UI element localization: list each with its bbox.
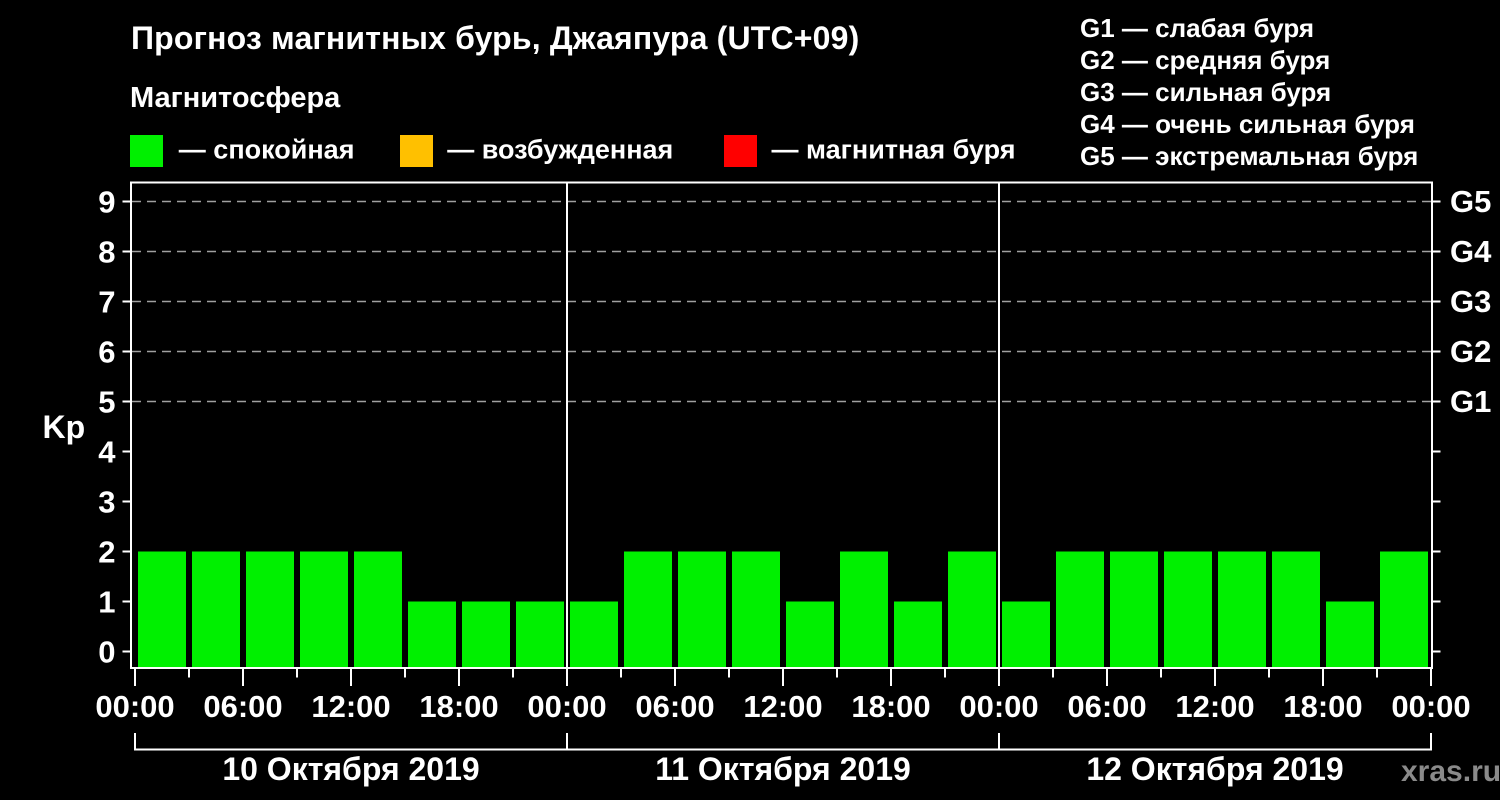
svg-text:8: 8: [98, 235, 115, 270]
svg-text:xras.ru: xras.ru: [1401, 755, 1500, 788]
svg-text:00:00: 00:00: [95, 689, 174, 724]
svg-text:G2 — средняя буря: G2 — средняя буря: [1080, 45, 1330, 75]
svg-text:3: 3: [98, 485, 115, 520]
svg-text:G2: G2: [1450, 334, 1491, 369]
svg-text:06:00: 06:00: [635, 689, 714, 724]
svg-text:— спокойная: — спокойная: [179, 135, 355, 165]
svg-text:— магнитная буря: — магнитная буря: [772, 135, 1016, 165]
svg-text:2: 2: [98, 535, 115, 570]
svg-text:Прогноз магнитных бурь, Джаяпу: Прогноз магнитных бурь, Джаяпура (UTC+09…: [131, 20, 859, 56]
svg-text:G1 — слабая буря: G1 — слабая буря: [1080, 13, 1314, 43]
svg-text:12:00: 12:00: [743, 689, 822, 724]
svg-text:11 Октября 2019: 11 Октября 2019: [655, 751, 911, 787]
svg-text:7: 7: [98, 285, 115, 320]
svg-text:12:00: 12:00: [311, 689, 390, 724]
svg-text:9: 9: [98, 185, 115, 220]
svg-text:18:00: 18:00: [419, 689, 498, 724]
svg-text:G5 — экстремальная буря: G5 — экстремальная буря: [1080, 141, 1418, 171]
svg-text:00:00: 00:00: [527, 689, 606, 724]
svg-text:G4 — очень сильная буря: G4 — очень сильная буря: [1080, 109, 1415, 139]
svg-text:18:00: 18:00: [851, 689, 930, 724]
svg-text:06:00: 06:00: [203, 689, 282, 724]
svg-text:00:00: 00:00: [1391, 689, 1470, 724]
svg-text:Магнитосфера: Магнитосфера: [130, 82, 341, 114]
svg-text:G5: G5: [1450, 184, 1491, 219]
svg-text:00:00: 00:00: [959, 689, 1038, 724]
svg-text:12 Октября 2019: 12 Октября 2019: [1086, 751, 1343, 787]
svg-text:G4: G4: [1450, 234, 1492, 269]
svg-text:Kp: Kp: [43, 409, 86, 445]
svg-text:G3 — сильная буря: G3 — сильная буря: [1080, 77, 1331, 107]
svg-text:12:00: 12:00: [1175, 689, 1254, 724]
svg-text:18:00: 18:00: [1283, 689, 1362, 724]
svg-text:5: 5: [98, 385, 115, 420]
svg-text:10 Октября 2019: 10 Октября 2019: [222, 751, 479, 787]
svg-text:1: 1: [98, 585, 115, 620]
svg-text:G3: G3: [1450, 284, 1491, 319]
svg-text:4: 4: [98, 435, 116, 470]
svg-text:— возбужденная: — возбужденная: [447, 135, 673, 165]
svg-text:G1: G1: [1450, 384, 1491, 419]
svg-text:0: 0: [98, 635, 115, 670]
svg-text:06:00: 06:00: [1067, 689, 1146, 724]
svg-text:6: 6: [98, 335, 115, 370]
